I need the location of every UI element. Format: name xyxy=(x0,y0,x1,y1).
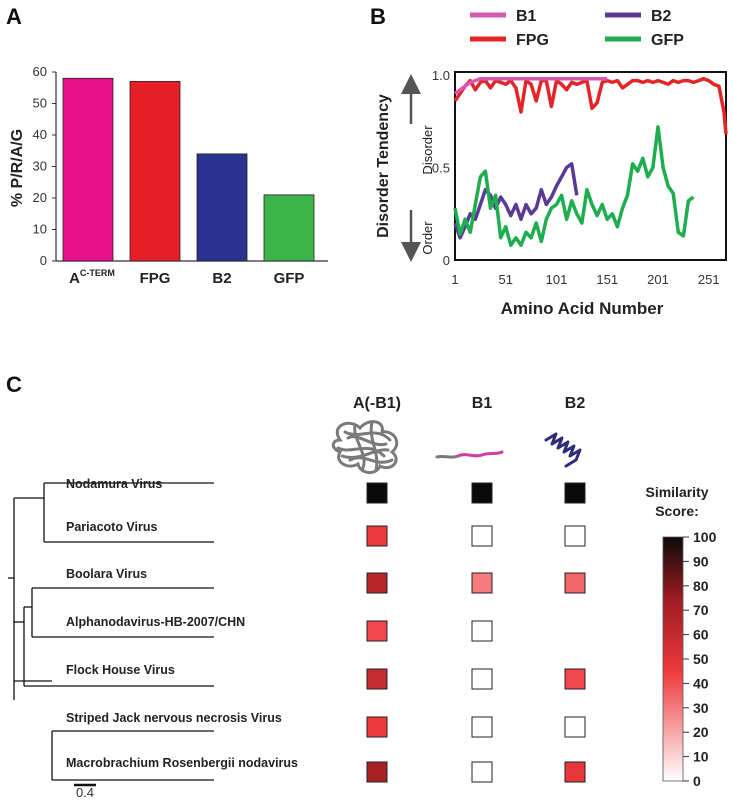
legend-tick-label: 80 xyxy=(693,578,709,594)
similarity-cell xyxy=(471,620,493,642)
panel-letter-c: C xyxy=(6,372,22,397)
legend-label-gfp: GFP xyxy=(651,32,684,49)
y-tick-label-a: 0 xyxy=(40,253,47,268)
similarity-cell xyxy=(564,572,586,594)
legend-tick-label: 60 xyxy=(693,627,709,643)
similarity-cell xyxy=(366,525,388,547)
b1-protein-icon xyxy=(435,450,504,459)
similarity-cell xyxy=(564,482,586,504)
legend-tick-label: 90 xyxy=(693,553,709,569)
line-chart-panel-b: B1 B2 FPG GFP Disorder Tendency Disorder Or… xyxy=(375,8,728,318)
category-label-b2: B2 xyxy=(212,270,231,287)
x-tick-label-b: 151 xyxy=(596,272,618,287)
y-tick-label-a: 50 xyxy=(33,96,47,111)
similarity-cell xyxy=(366,668,388,690)
a-b1-protein-icon xyxy=(331,420,399,474)
x-axis-label-b: Amino Acid Number xyxy=(501,299,664,318)
category-label-gfp: GFP xyxy=(274,270,305,287)
category-superscript: C-TERM xyxy=(80,268,115,278)
similarity-cell xyxy=(471,668,493,690)
legend-tick-label: 20 xyxy=(693,724,709,740)
similarity-cell xyxy=(366,761,388,783)
similarity-cell xyxy=(564,525,586,547)
y-tick-label-a: 10 xyxy=(33,222,47,237)
y-tick-label-b: 0.5 xyxy=(432,161,450,176)
disorder-label: Disorder xyxy=(420,125,435,175)
legend-label-b1: B1 xyxy=(516,8,537,25)
virus-label: Pariacoto Virus xyxy=(66,520,158,534)
similarity-cell xyxy=(564,716,586,738)
x-tick-label-b: 51 xyxy=(499,272,513,287)
series-line-b2 xyxy=(453,162,579,240)
virus-label: Boolara Virus xyxy=(66,567,147,581)
similarity-cell xyxy=(366,620,388,642)
similarity-cell xyxy=(471,761,493,783)
panel-letter-b: B xyxy=(370,4,386,29)
legend-tick-label: 0 xyxy=(693,773,701,789)
plot-frame-b xyxy=(454,71,727,261)
series-line-gfp xyxy=(453,125,695,247)
virus-label: Macrobrachium Rosenbergii nodavirus xyxy=(66,756,298,770)
similarity-cell xyxy=(471,482,493,504)
bar-a xyxy=(62,77,114,262)
legend-tick-label: 50 xyxy=(693,651,709,667)
y-tick-label-a: 20 xyxy=(33,190,47,205)
bar-fpg xyxy=(129,81,181,262)
legend-label-b2: B2 xyxy=(651,8,672,25)
order-label: Order xyxy=(420,221,435,255)
similarity-colorbar xyxy=(662,536,684,782)
y-tick-label-b: 0 xyxy=(443,253,450,268)
virus-label: Flock House Virus xyxy=(66,663,175,677)
y-axis-label-a: % P/R/A/G xyxy=(9,129,26,207)
x-tick-label-b: 201 xyxy=(647,272,669,287)
y-tick-label-a: 40 xyxy=(33,127,47,142)
column-header-0: A(-B1) xyxy=(353,395,401,412)
similarity-cell xyxy=(366,716,388,738)
y-tick-label-a: 60 xyxy=(33,64,47,79)
scale-bar-label: 0.4 xyxy=(76,785,94,800)
similarity-cell xyxy=(366,572,388,594)
x-tick-label-b: 251 xyxy=(698,272,720,287)
legend-label-fpg: FPG xyxy=(516,32,549,49)
column-header-1: B1 xyxy=(472,395,493,412)
legend-tick-label: 30 xyxy=(693,700,709,716)
phylogenetic-tree xyxy=(8,482,214,781)
similarity-cell xyxy=(564,761,586,783)
b2-protein-icon xyxy=(544,432,582,468)
legend-tick-label: 10 xyxy=(693,749,709,765)
y-axis-label-b: Disorder Tendency xyxy=(375,94,392,238)
bar-gfp xyxy=(263,194,315,262)
y-tick-label-a: 30 xyxy=(33,159,47,174)
series-line-b1 xyxy=(453,76,608,95)
x-tick-label-b: 101 xyxy=(546,272,568,287)
x-tick-label-b: 1 xyxy=(451,272,458,287)
column-header-2: B2 xyxy=(565,395,586,412)
similarity-cell xyxy=(564,668,586,690)
similarity-cell xyxy=(471,716,493,738)
bar-chart-panel-a: % P/R/A/G 0 10 20 30 40 50 60 AC-TERM FPG B2 GFP xyxy=(9,64,328,287)
similarity-cell xyxy=(471,572,493,594)
panel-letter-a: A xyxy=(6,4,22,29)
similarity-cell xyxy=(366,482,388,504)
series-line-fpg xyxy=(453,76,728,135)
similarity-cell xyxy=(471,525,493,547)
similarity-panel-c: A(-B1) B1 B2 xyxy=(8,395,717,800)
virus-label: Striped Jack nervous necrosis Virus xyxy=(66,711,282,725)
virus-label: Nodamura Virus xyxy=(66,477,162,491)
similarity-legend-title-1: Similarity xyxy=(645,484,708,500)
y-tick-label-b: 1.0 xyxy=(432,68,450,83)
legend-tick-label: 70 xyxy=(693,602,709,618)
bar-b2 xyxy=(196,153,248,262)
category-label-fpg: FPG xyxy=(140,270,171,287)
category-label-a: AC-TERM xyxy=(69,268,115,287)
legend-tick-label: 100 xyxy=(693,529,717,545)
similarity-legend-title-2: Score: xyxy=(655,503,699,519)
virus-label: Alphanodavirus-HB-2007/CHN xyxy=(66,615,245,629)
legend-tick-label: 40 xyxy=(693,675,709,691)
